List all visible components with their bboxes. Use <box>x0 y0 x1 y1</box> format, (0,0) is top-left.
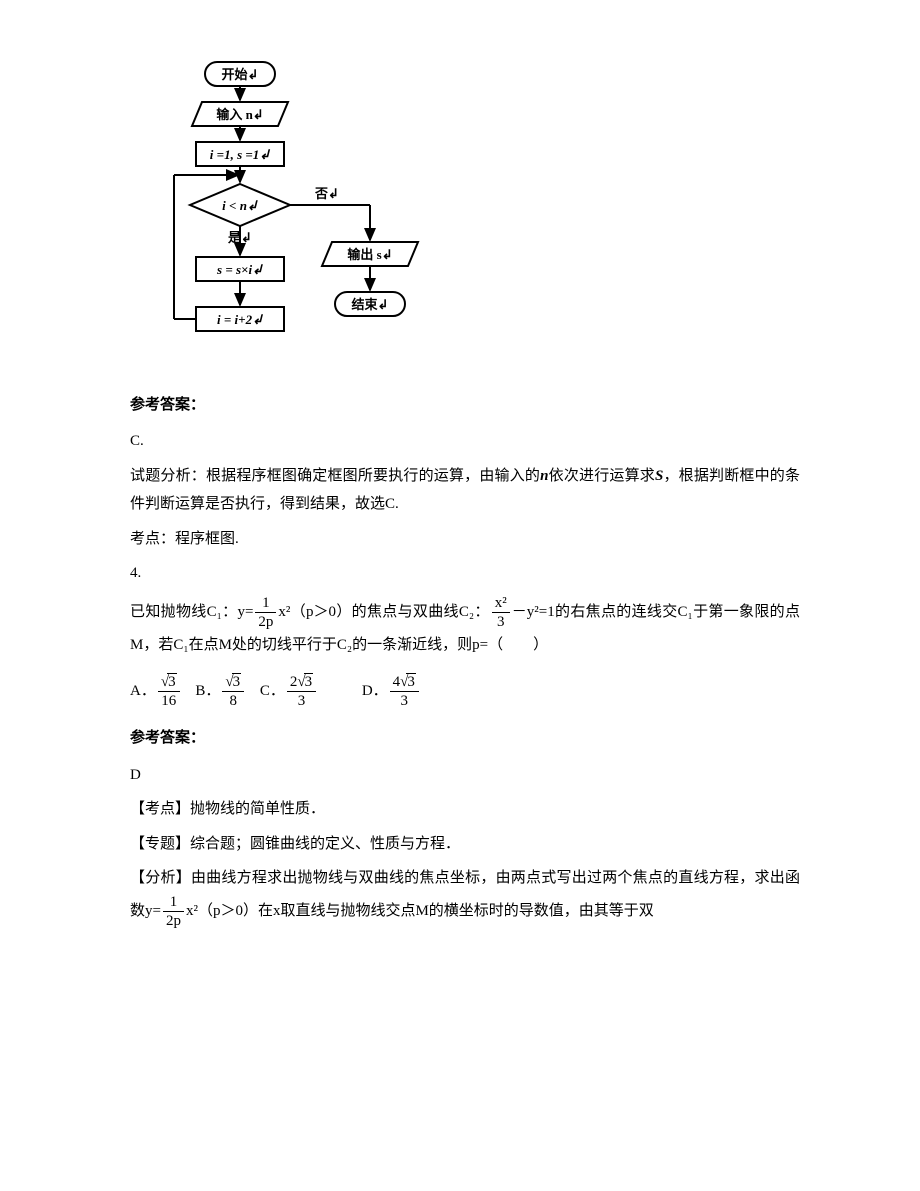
q4-fenxi: 【分析】由曲线方程求出抛物线与双曲线的焦点坐标，由两点式写出过两个焦点的直线方程… <box>130 864 800 930</box>
q4-zhuanti-label: 【专题】 <box>130 836 190 852</box>
q4-frac1-den: 2p <box>255 613 276 631</box>
q4-stem-before: 已知抛物线C₁：y= <box>130 603 253 619</box>
node-cond-label: i < n↲ <box>222 198 258 213</box>
q4-fenxi-frac-den: 2p <box>163 912 184 930</box>
q4-number: 4. <box>130 559 800 588</box>
q4-options: A．316 B．38 C．233 D．433 <box>130 673 800 710</box>
q4-option-a: A．316 <box>130 673 182 710</box>
q4-option-d: D．433 <box>362 673 421 710</box>
q4-zhuanti-text: 综合题；圆锥曲线的定义、性质与方程． <box>190 836 460 852</box>
edge-yes-label: 是↲ <box>227 230 252 245</box>
q4-frac2: x²3 <box>492 594 510 631</box>
q4-fenxi-after: x²（p＞0）在x取直线与抛物线交点M的横坐标时的导数值，由其等于双 <box>186 902 654 918</box>
node-start-label: 开始↲ <box>222 67 259 82</box>
node-mul-label: s = s×i↲ <box>216 262 263 277</box>
q4-answer: D <box>130 761 800 790</box>
node-inc-label: i = i+2↲ <box>217 312 263 327</box>
node-input-label: 输入 n↲ <box>216 107 263 122</box>
node-end-label: 结束↲ <box>352 297 389 312</box>
q4-fenxi-label: 【分析】 <box>130 870 191 886</box>
q4-fenxi-frac: 12p <box>163 893 184 930</box>
q3-answer-label: 参考答案： <box>130 391 800 420</box>
q3-point: 考点：程序框图. <box>130 525 800 554</box>
q4-frac1-num: 1 <box>255 594 276 613</box>
q4-stem: 已知抛物线C₁：y=12px²（p＞0）的焦点与双曲线C₂：x²3－y²=1的右… <box>130 594 800 660</box>
q4-kaodian-label: 【考点】 <box>130 801 190 817</box>
edge-no-label: 否↲ <box>314 186 339 201</box>
q4-frac1: 12p <box>255 594 276 631</box>
q4-stem-mid1: x²（p＞0）的焦点与双曲线C₂： <box>278 603 489 619</box>
q4-option-b: B．38 <box>195 673 246 710</box>
q4-frac2-num: x² <box>492 594 510 613</box>
q4-option-c: C．233 <box>260 673 318 710</box>
flowchart-figure: 开始↲ 输入 n↲ i =1, s =1↲ i < n↲ 是↲ 否↲ s = s… <box>160 60 800 371</box>
q3-point-label: 考点： <box>130 531 175 547</box>
flowchart-svg: 开始↲ 输入 n↲ i =1, s =1↲ i < n↲ 是↲ 否↲ s = s… <box>160 60 440 360</box>
q4-fenxi-frac-num: 1 <box>163 893 184 912</box>
q4-kaodian-text: 抛物线的简单性质． <box>190 801 325 817</box>
q4-kaodian: 【考点】抛物线的简单性质． <box>130 795 800 824</box>
q4-frac2-den: 3 <box>492 613 510 631</box>
node-out-label: 输出 s↲ <box>347 247 392 262</box>
q3-analysis: 试题分析：根据程序框图确定框图所要执行的运算，由输入的n依次进行运算求S，根据判… <box>130 462 800 519</box>
q3-point-text: 程序框图. <box>175 531 239 547</box>
q4-zhuanti: 【专题】综合题；圆锥曲线的定义、性质与方程． <box>130 830 800 859</box>
node-init-label: i =1, s =1↲ <box>210 147 270 162</box>
q3-analysis-label: 试题分析： <box>130 468 206 484</box>
q3-analysis-text: 根据程序框图确定框图所要执行的运算，由输入的n依次进行运算求S，根据判断框中的条… <box>130 468 800 513</box>
q3-answer: C. <box>130 427 800 456</box>
q4-answer-label: 参考答案： <box>130 724 800 753</box>
